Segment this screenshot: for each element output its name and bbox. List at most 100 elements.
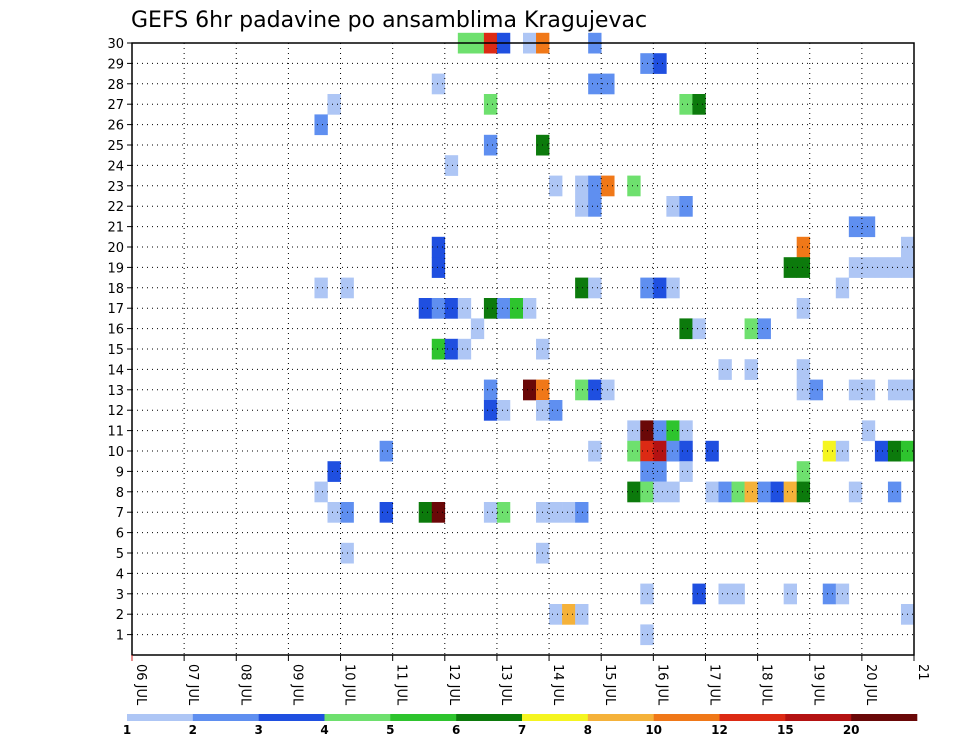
heatmap-cell [653, 440, 667, 462]
heatmap-cell [887, 379, 902, 401]
heatmap-cell [757, 318, 771, 340]
heatmap-cell [718, 481, 732, 503]
heatmap-cell [483, 502, 498, 523]
x-tick-label: 11 JUL [394, 664, 409, 706]
heatmap-cell [496, 502, 511, 523]
heatmap-cell [640, 583, 654, 605]
chart-title: GEFS 6hr padavine po ansamblima Kragujev… [131, 8, 647, 33]
y-tick-label: 15 [107, 343, 124, 358]
heatmap-cell [549, 604, 563, 625]
y-tick-label: 21 [107, 221, 124, 236]
legend-label: 20 [843, 723, 860, 737]
legend-swatch [192, 714, 259, 721]
heatmap-cell [314, 277, 328, 299]
heatmap-cell [483, 400, 498, 421]
legend-label: 4 [320, 723, 328, 737]
heatmap-cell [822, 583, 837, 605]
heatmap-cell [588, 73, 602, 95]
heatmap-cell [562, 502, 576, 523]
heatmap-cell [640, 440, 654, 462]
heatmap-cell [379, 440, 393, 462]
x-tick-label: 17 JUL [706, 664, 721, 706]
heatmap-cell [431, 298, 446, 319]
heatmap-cell [887, 481, 902, 503]
y-tick-label: 4 [116, 567, 124, 582]
heatmap-cell [874, 257, 889, 278]
legend-label: 5 [386, 723, 394, 737]
y-tick-label: 26 [107, 119, 124, 134]
heatmap-cell [718, 583, 732, 605]
x-tick-label: 20 JUL [863, 664, 878, 706]
heatmap-cell [496, 298, 511, 319]
heatmap-cell [444, 155, 459, 176]
x-tick-label: 15 JUL [602, 664, 617, 706]
x-tick-label: 07 JUL [185, 664, 200, 706]
heatmap-cell [379, 502, 393, 523]
heatmap-cell [627, 440, 641, 462]
heatmap-cell [575, 502, 589, 523]
heatmap-cell [575, 604, 589, 625]
heatmap-cell [444, 338, 459, 360]
heatmap-cell [679, 420, 693, 442]
heatmap-cell [418, 502, 433, 523]
legend-label: 8 [584, 723, 592, 737]
heatmap-cell [640, 420, 654, 442]
x-axis: 06 JUL 07 JUL 08 JUL 09 JUL 10 JUL 11 JUL 12 J… [131, 655, 930, 706]
heatmap-cell [483, 298, 498, 319]
legend-label: 15 [777, 723, 794, 737]
legend-swatch [653, 714, 720, 721]
heatmap-cell [666, 277, 680, 299]
heatmap-cell [848, 216, 863, 238]
heatmap-cell [575, 277, 589, 299]
heatmap-cell [744, 481, 758, 503]
color-legend: 1 2 3 4 5 6 7 8 10 12 15 20 [123, 714, 918, 737]
heatmap-cell [327, 502, 341, 523]
heatmap-cell [731, 481, 745, 503]
heatmap-cell [523, 298, 537, 319]
y-tick-label: 3 [116, 588, 124, 603]
x-tick-label: 06 JUL [133, 664, 148, 706]
heatmap-cell [692, 583, 706, 605]
y-tick-label: 11 [107, 425, 124, 440]
heatmap-cell [483, 134, 498, 156]
legend-label: 3 [254, 723, 262, 737]
y-tick-label: 17 [107, 302, 124, 317]
heatmap-cell [496, 400, 511, 421]
heatmap-cell [887, 440, 902, 462]
y-tick-label: 13 [107, 384, 124, 399]
y-axis: 1234567891011121314151617181920212223242… [107, 37, 132, 644]
heatmap-cell [848, 257, 863, 278]
heatmap-cell [640, 461, 654, 482]
y-tick-label: 22 [107, 200, 124, 215]
heatmap-cell [666, 420, 680, 442]
heatmap-cell [588, 175, 602, 197]
heatmap-cell [679, 440, 693, 462]
heatmap-cell [640, 481, 654, 503]
heatmap-cell [679, 196, 693, 217]
heatmap-cell [457, 298, 472, 319]
y-tick-label: 18 [107, 282, 124, 297]
x-tick-label: 16 JUL [654, 664, 669, 706]
heatmap-cell [418, 298, 433, 319]
legend-swatch [785, 714, 852, 721]
legend-label: 12 [711, 723, 728, 737]
y-tick-label: 25 [107, 139, 124, 154]
legend-swatch [851, 714, 918, 721]
heatmap-cell [796, 481, 811, 503]
heatmap-cell [444, 298, 459, 319]
legend-swatch [127, 714, 194, 721]
heatmap-cell [627, 481, 641, 503]
y-tick-label: 16 [107, 323, 124, 338]
heatmap-cell [640, 53, 654, 74]
y-tick-label: 2 [116, 608, 124, 623]
heatmap-cell [653, 481, 667, 503]
heatmap-cell [431, 73, 446, 95]
y-tick-label: 8 [116, 486, 124, 501]
x-tick-label: 21 [915, 664, 930, 681]
y-tick-label: 28 [107, 78, 124, 93]
heatmap-cell [666, 440, 680, 462]
x-tick-label: 13 JUL [498, 664, 513, 706]
heatmap-cell [483, 94, 498, 115]
heatmap-cell [588, 440, 602, 462]
legend-label: 6 [452, 723, 460, 737]
